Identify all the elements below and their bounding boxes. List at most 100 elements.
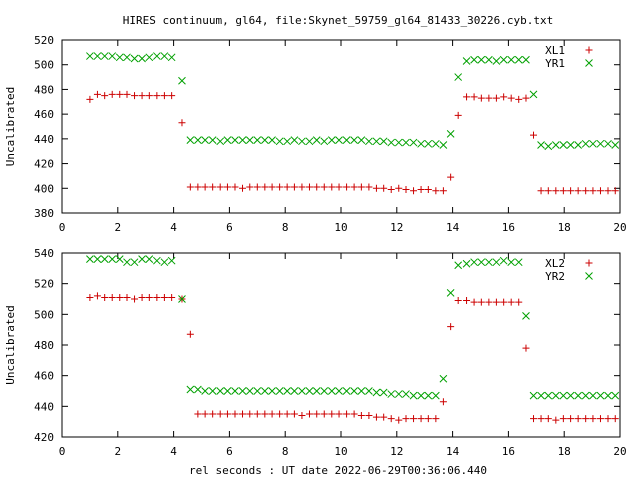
- data-point: [108, 90, 116, 98]
- data-point: [544, 391, 553, 400]
- data-point: [544, 187, 552, 195]
- data-point: [115, 53, 124, 62]
- data-point: [372, 137, 381, 146]
- data-point: [567, 415, 575, 423]
- data-point: [380, 413, 388, 421]
- data-point: [499, 256, 508, 265]
- data-point: [530, 415, 538, 423]
- data-point: [342, 136, 351, 144]
- x-tick-label: 6: [226, 445, 233, 458]
- x-tick-label: 12: [390, 445, 403, 458]
- data-point: [604, 391, 612, 400]
- data-point: [604, 139, 612, 148]
- x-tick-label: 2: [114, 221, 121, 234]
- y-tick-label: 380: [34, 207, 54, 220]
- data-point: [552, 416, 560, 424]
- data-point: [208, 136, 217, 144]
- y-tick-label: 540: [34, 247, 54, 260]
- data-point: [477, 298, 485, 306]
- data-point: [167, 53, 176, 62]
- data-point: [559, 415, 567, 423]
- data-point: [298, 412, 306, 420]
- data-point: [492, 298, 500, 306]
- data-point: [566, 141, 575, 149]
- data-point: [223, 183, 231, 191]
- data-point: [145, 92, 153, 100]
- legend-label: XL2: [545, 257, 565, 270]
- data-point: [589, 187, 597, 195]
- data-point: [507, 55, 516, 64]
- data-point: [394, 138, 403, 147]
- data-point: [350, 410, 358, 418]
- data-point: [231, 183, 239, 191]
- data-point: [160, 293, 168, 301]
- data-point: [432, 391, 440, 400]
- data-point: [320, 137, 329, 146]
- data-point: [298, 387, 306, 395]
- data-point: [178, 295, 186, 303]
- y-axis-label: Uncalibrated: [4, 87, 17, 166]
- data-point: [153, 293, 161, 301]
- plot-frame: [61, 252, 621, 438]
- top-panel: 380 400 420 440 460 480 500 520 0 2 4 6 8 10 12 14 16 18 2…: [4, 34, 627, 234]
- data-point: [186, 136, 195, 144]
- data-point: [402, 138, 410, 147]
- data-point: [492, 94, 500, 102]
- data-point: [559, 391, 568, 400]
- data-point: [574, 187, 582, 195]
- data-point: [357, 183, 365, 191]
- data-point: [439, 141, 448, 149]
- data-point: [485, 258, 493, 267]
- data-point: [138, 293, 146, 301]
- data-point: [380, 184, 388, 192]
- data-point: [194, 385, 202, 394]
- data-point: [402, 415, 410, 423]
- data-point: [268, 387, 276, 395]
- x-tick-label: 10: [334, 445, 347, 458]
- data-point: [335, 136, 343, 144]
- data-point: [216, 183, 224, 191]
- data-point: [290, 183, 298, 191]
- data-point: [424, 391, 433, 400]
- data-point: [350, 387, 358, 395]
- data-point: [342, 387, 351, 395]
- data-point: [552, 187, 560, 195]
- data-point: [402, 390, 410, 398]
- data-point: [209, 410, 217, 418]
- y-tick-label: 500: [34, 308, 54, 321]
- data-point: [283, 387, 292, 395]
- data-point: [485, 298, 493, 306]
- data-point: [327, 136, 336, 144]
- data-point: [290, 136, 299, 144]
- data-point: [454, 297, 462, 305]
- data-point: [178, 119, 186, 127]
- data-point: [470, 298, 478, 306]
- data-point: [313, 183, 321, 191]
- data-point: [581, 391, 590, 400]
- data-point: [153, 92, 161, 100]
- data-point: [253, 410, 261, 418]
- data-point: [335, 410, 343, 418]
- data-point: [201, 387, 209, 395]
- data-point: [145, 293, 153, 301]
- data-point: [589, 391, 597, 400]
- data-point: [537, 187, 545, 195]
- x-tick-label: 18: [558, 445, 571, 458]
- data-point: [86, 52, 94, 60]
- x-tick-label: 8: [282, 221, 289, 234]
- data-point: [551, 141, 560, 149]
- data-point: [559, 187, 567, 195]
- data-point: [290, 387, 299, 395]
- y-tick-label: 400: [34, 182, 54, 195]
- x-tick-label: 16: [502, 221, 515, 234]
- data-point: [500, 298, 508, 306]
- data-point: [123, 53, 131, 62]
- data-point: [116, 293, 124, 301]
- legend-marker: [585, 259, 593, 267]
- data-point: [515, 95, 523, 103]
- series-yr2: [86, 255, 620, 400]
- data-point: [604, 415, 612, 423]
- data-point: [432, 415, 440, 423]
- data-point: [343, 183, 351, 191]
